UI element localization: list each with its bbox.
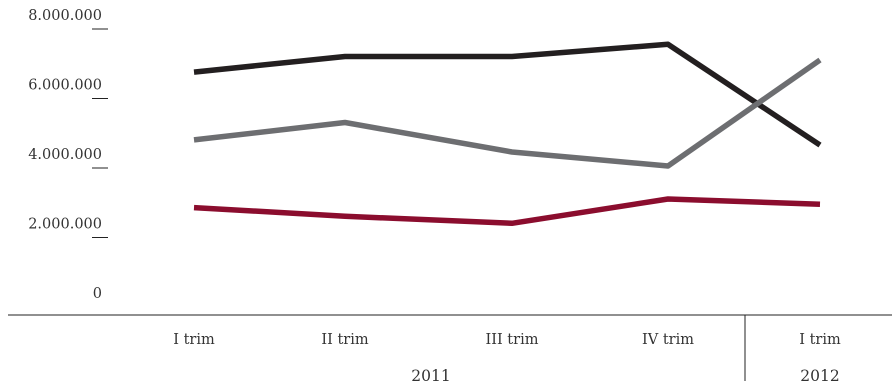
x-tick-label: III trim (486, 332, 539, 348)
y-tick-label: 2.000.000 (28, 217, 102, 233)
x-tick-label: I trim (173, 332, 215, 348)
x-tick-label: I trim (799, 332, 841, 348)
y-tick-label: 4.000.000 (28, 147, 102, 163)
y-tick-label: 6.000.000 (28, 78, 102, 94)
series-line-3 (193, 196, 821, 227)
x-tick-label: IV trim (642, 332, 694, 348)
series-line-1 (193, 41, 822, 148)
x-axis: I trim II trim III trim IV trim I trim 2011 20… (173, 315, 841, 385)
x-group-label: 2011 (411, 367, 450, 385)
y-tick-label: 0 (93, 286, 102, 302)
x-tick-label: II trim (321, 332, 368, 348)
x-group-label: 2012 (800, 367, 839, 385)
y-axis: 0 2.000.000 4.000.000 6.000.000 8.000.000 (28, 8, 108, 302)
series-layer (193, 41, 822, 227)
series-line-2 (193, 57, 822, 169)
y-tick-label: 8.000.000 (28, 8, 102, 24)
